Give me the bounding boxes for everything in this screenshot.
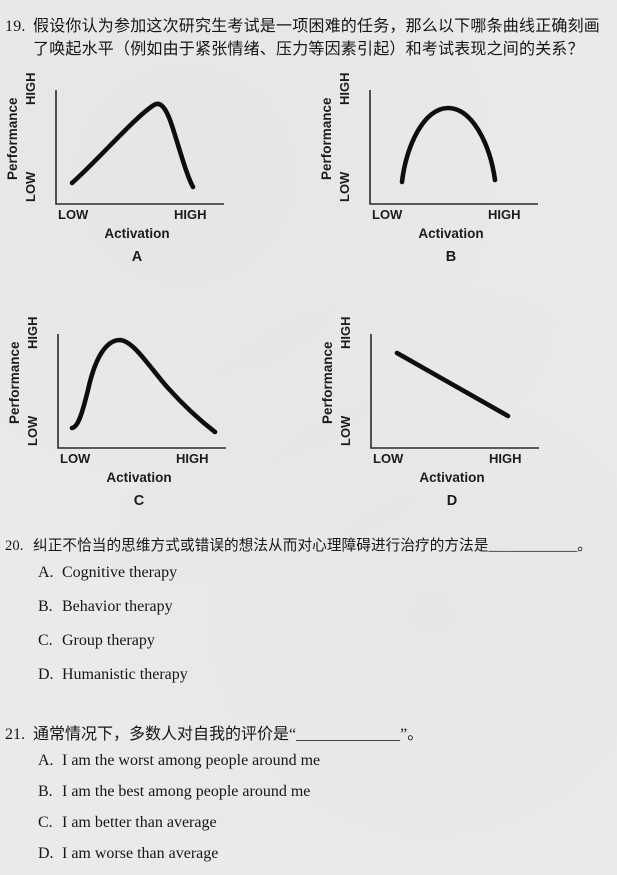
y-axis-high-tick: HIGH (338, 316, 353, 350)
option-letter: C. (38, 632, 53, 649)
y-axis-high-tick: HIGH (25, 316, 40, 350)
option-20-c: C. Group therapy (38, 631, 617, 650)
y-axis-high-tick: HIGH (23, 72, 38, 106)
performance-curve (69, 101, 196, 190)
x-axis-high-tick: HIGH (176, 451, 209, 466)
graph-d: Performance HIGH LOW LOW HIGH Activation… (320, 317, 548, 522)
x-axis-title: Activation (418, 226, 484, 241)
question-19-number: 19. (5, 18, 26, 35)
graph-letter-c: C (133, 493, 145, 509)
option-20-d: D. Humanistic therapy (38, 665, 617, 684)
x-axis-high-tick: HIGH (174, 207, 207, 222)
question-21-number: 21. (5, 726, 25, 743)
option-letter: D. (38, 666, 54, 683)
y-axis-low-tick: LOW (337, 171, 352, 202)
axes-lines (57, 334, 226, 449)
x-axis-low-tick: LOW (58, 207, 89, 222)
question-21: 21. 通常情况下，多数人对自我的评价是“_____________”。 A. … (5, 724, 617, 875)
option-21-d: D. I am worse than average (38, 844, 617, 863)
option-text: Humanistic therapy (62, 666, 188, 683)
x-axis-title: Activation (419, 470, 485, 485)
x-axis-low-tick: LOW (60, 451, 91, 466)
option-letter: B. (38, 783, 53, 800)
y-axis-title: Performance (320, 341, 335, 424)
graph-letter-a: A (131, 249, 143, 265)
graph-letter-d: D (446, 493, 458, 509)
option-text: Cognitive therapy (62, 564, 178, 581)
option-text: Behavior therapy (62, 598, 173, 615)
option-letter: C. (38, 814, 53, 831)
question-21-options: A. I am the worst among people around me… (38, 751, 617, 863)
y-axis-low-tick: LOW (25, 415, 40, 446)
question-21-text: 通常情况下，多数人对自我的评价是“_____________”。 (33, 726, 424, 743)
question-19-text: 假设你认为参加这次研究生考试是一项困难的任务，那么以下哪条曲线正确刻画了唤起水平… (33, 18, 601, 58)
plot-area (370, 334, 539, 449)
y-axis-title: Performance (5, 97, 20, 180)
y-axis-high-tick: HIGH (337, 72, 352, 106)
question-20-options: A. Cognitive therapy B. Behavior therapy… (38, 563, 617, 684)
option-21-a: A. I am the worst among people around me (38, 751, 617, 770)
option-21-b: B. I am the best among people around me (38, 782, 617, 801)
option-text: Group therapy (62, 632, 155, 649)
x-axis-title: Activation (104, 226, 170, 241)
question-19: 19. 假设你认为参加这次研究生考试是一项困难的任务，那么以下哪条曲线正确刻画了… (5, 16, 613, 61)
graph-letter-b: B (445, 249, 457, 265)
option-letter: D. (38, 845, 54, 862)
y-axis-low-tick: LOW (338, 415, 353, 446)
question-20-text: 纠正不恰当的思维方式或错误的想法从而对心理障碍进行治疗的方法是_________… (33, 538, 592, 554)
y-axis-title: Performance (319, 97, 334, 180)
plot-area (55, 90, 224, 205)
x-axis-high-tick: HIGH (488, 207, 521, 222)
option-20-b: B. Behavior therapy (38, 597, 617, 616)
option-letter: A. (38, 752, 54, 769)
x-axis-low-tick: LOW (373, 451, 404, 466)
plot-area (369, 90, 538, 205)
option-letter: B. (38, 598, 53, 615)
x-axis-high-tick: HIGH (489, 451, 522, 466)
performance-curve (399, 105, 498, 185)
option-text: I am better than average (62, 814, 217, 831)
x-axis-title: Activation (106, 470, 172, 485)
graph-b: Performance HIGH LOW LOW HIGH Activation… (319, 73, 547, 278)
graph-c: Performance HIGH LOW LOW HIGH Activation… (7, 317, 235, 522)
axes-lines (369, 90, 538, 205)
axes-lines (55, 90, 224, 205)
option-letter: A. (38, 564, 54, 581)
option-21-c: C. I am better than average (38, 813, 617, 832)
axes-lines (370, 334, 539, 449)
option-text: I am the worst among people around me (62, 752, 321, 769)
plot-area (57, 334, 226, 449)
y-axis-title: Performance (7, 341, 22, 424)
performance-curve (394, 350, 511, 419)
y-axis-low-tick: LOW (23, 171, 38, 202)
question-20-number: 20. (5, 538, 24, 554)
option-20-a: A. Cognitive therapy (38, 563, 617, 582)
question-20: 20. 纠正不恰当的思维方式或错误的想法从而对心理障碍进行治疗的方法是_____… (5, 536, 617, 699)
performance-curve (69, 337, 218, 435)
option-text: I am the best among people around me (62, 783, 311, 800)
x-axis-low-tick: LOW (372, 207, 403, 222)
option-text: I am worse than average (62, 845, 219, 862)
graph-a: Performance HIGH LOW LOW HIGH Activation… (5, 73, 233, 278)
